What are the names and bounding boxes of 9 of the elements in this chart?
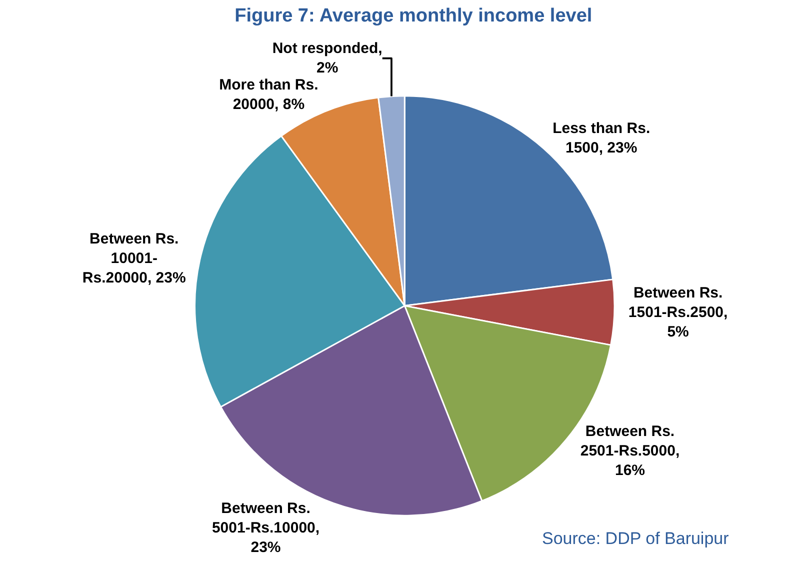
slice-label: More than Rs. 20000, 8%	[219, 76, 318, 114]
slice-label: Less than Rs. 1500, 23%	[552, 120, 650, 156]
slice-label: Between Rs. 10001- Rs.20000, 23%	[82, 230, 186, 287]
slice-label: Between Rs. 1501-Rs.2500, 5%	[628, 284, 728, 340]
source-note: Source: DDP of Baruipur	[542, 529, 730, 548]
slice-label: Not responded, 2%	[272, 40, 382, 77]
chart-title: Figure 7: Average monthly income level	[234, 6, 592, 27]
slice-label: Between Rs. 5001-Rs.10000, 23%	[212, 500, 320, 556]
slice-label: Between Rs. 2501-Rs.5000, 16%	[580, 422, 680, 479]
